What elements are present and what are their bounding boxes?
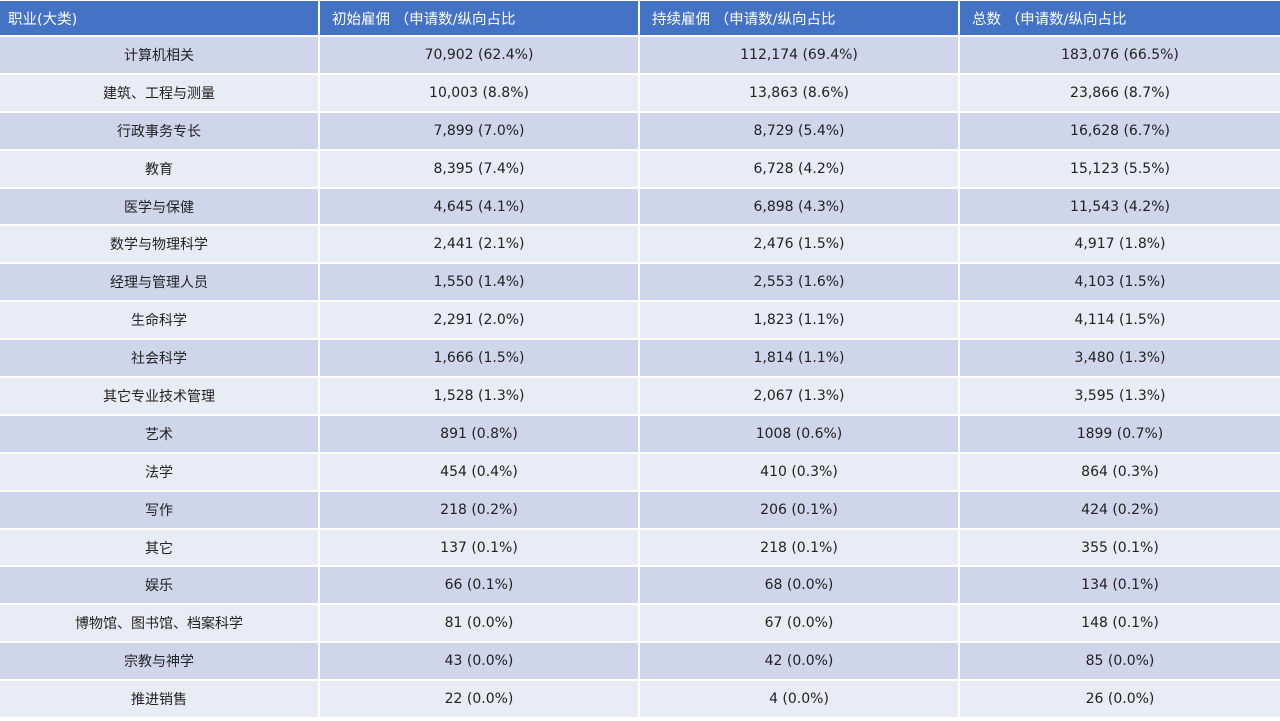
table-cell-continuing: 68 (0.0%) [640,567,960,606]
table-cell-continuing: 1,823 (1.1%) [640,302,960,341]
table-cell-total: 864 (0.3%) [960,453,1280,492]
table-cell-total: 148 (0.1%) [960,605,1280,644]
table-cell-total: 15,123 (5.5%) [960,150,1280,189]
table-cell-total: 4,103 (1.5%) [960,264,1280,303]
table-cell-total: 11,543 (4.2%) [960,188,1280,227]
table-cell-continuing: 8,729 (5.4%) [640,112,960,151]
table-cell-occupation: 社会科学 [0,340,320,379]
table-cell-initial: 1,550 (1.4%) [320,264,640,303]
table-cell-occupation: 其它 [0,529,320,568]
table-cell-initial: 4,645 (4.1%) [320,188,640,227]
table-cell-initial: 1,528 (1.3%) [320,378,640,416]
table-cell-continuing: 42 (0.0%) [640,643,960,682]
table-cell-occupation: 法学 [0,453,320,492]
table-cell-occupation: 经理与管理人员 [0,264,320,303]
table-cell-total: 4,917 (1.8%) [960,226,1280,265]
table-cell-initial: 137 (0.1%) [320,529,640,568]
table-cell-continuing: 2,553 (1.6%) [640,264,960,303]
column-header-continuing-employment: 持续雇佣 （申请数/纵向占比 [640,1,960,37]
table-cell-continuing: 218 (0.1%) [640,529,960,568]
table-cell-occupation: 建筑、工程与测量 [0,74,320,113]
table-cell-total: 3,595 (1.3%) [960,378,1280,416]
table-cell-initial: 218 (0.2%) [320,491,640,530]
table-cell-total: 3,480 (1.3%) [960,340,1280,379]
table-cell-initial: 891 (0.8%) [320,415,640,454]
table-cell-occupation: 艺术 [0,415,320,454]
table-cell-initial: 8,395 (7.4%) [320,150,640,189]
table-cell-total: 26 (0.0%) [960,681,1280,720]
column-header-initial-employment: 初始雇佣 （申请数/纵向占比 [320,1,640,37]
column-header-occupation: 职业(大类) [0,1,320,37]
table-cell-occupation: 生命科学 [0,302,320,341]
table-cell-continuing: 4 (0.0%) [640,681,960,720]
table-cell-initial: 43 (0.0%) [320,643,640,682]
table-cell-initial: 22 (0.0%) [320,681,640,720]
table-cell-total: 424 (0.2%) [960,491,1280,530]
table-cell-initial: 66 (0.1%) [320,567,640,606]
table-cell-occupation: 行政事务专长 [0,112,320,151]
table-cell-initial: 81 (0.0%) [320,605,640,644]
table-cell-occupation: 推进销售 [0,681,320,720]
column-header-total: 总数 （申请数/纵向占比 [960,1,1280,37]
table-cell-total: 85 (0.0%) [960,643,1280,682]
table-cell-occupation: 博物馆、图书馆、档案科学 [0,605,320,644]
table-cell-occupation: 医学与保健 [0,188,320,227]
table-cell-continuing: 1,814 (1.1%) [640,340,960,379]
table-cell-total: 16,628 (6.7%) [960,112,1280,151]
table-cell-continuing: 2,476 (1.5%) [640,226,960,265]
table-cell-initial: 10,003 (8.8%) [320,74,640,113]
table-cell-occupation: 计算机相关 [0,37,320,75]
table-cell-continuing: 6,898 (4.3%) [640,188,960,227]
table-cell-continuing: 1008 (0.6%) [640,415,960,454]
table-cell-occupation: 数学与物理科学 [0,226,320,265]
table-cell-occupation: 写作 [0,491,320,530]
table-cell-continuing: 13,863 (8.6%) [640,74,960,113]
table-cell-continuing: 112,174 (69.4%) [640,37,960,75]
table-cell-initial: 2,291 (2.0%) [320,302,640,341]
table-cell-initial: 2,441 (2.1%) [320,226,640,265]
table-cell-occupation: 娱乐 [0,567,320,606]
table-cell-occupation: 其它专业技术管理 [0,378,320,416]
table-cell-initial: 7,899 (7.0%) [320,112,640,151]
table-cell-occupation: 教育 [0,150,320,189]
table-cell-initial: 1,666 (1.5%) [320,340,640,379]
table-cell-continuing: 2,067 (1.3%) [640,378,960,416]
table-cell-occupation: 宗教与神学 [0,643,320,682]
table-cell-total: 1899 (0.7%) [960,415,1280,454]
table-cell-continuing: 67 (0.0%) [640,605,960,644]
table-cell-continuing: 6,728 (4.2%) [640,150,960,189]
table-cell-total: 355 (0.1%) [960,529,1280,568]
table-cell-total: 23,866 (8.7%) [960,74,1280,113]
table-cell-initial: 454 (0.4%) [320,453,640,492]
table-cell-initial: 70,902 (62.4%) [320,37,640,75]
table-cell-continuing: 410 (0.3%) [640,453,960,492]
table-cell-total: 134 (0.1%) [960,567,1280,606]
table-cell-total: 183,076 (66.5%) [960,37,1280,75]
table-cell-continuing: 206 (0.1%) [640,491,960,530]
table-cell-total: 4,114 (1.5%) [960,302,1280,341]
